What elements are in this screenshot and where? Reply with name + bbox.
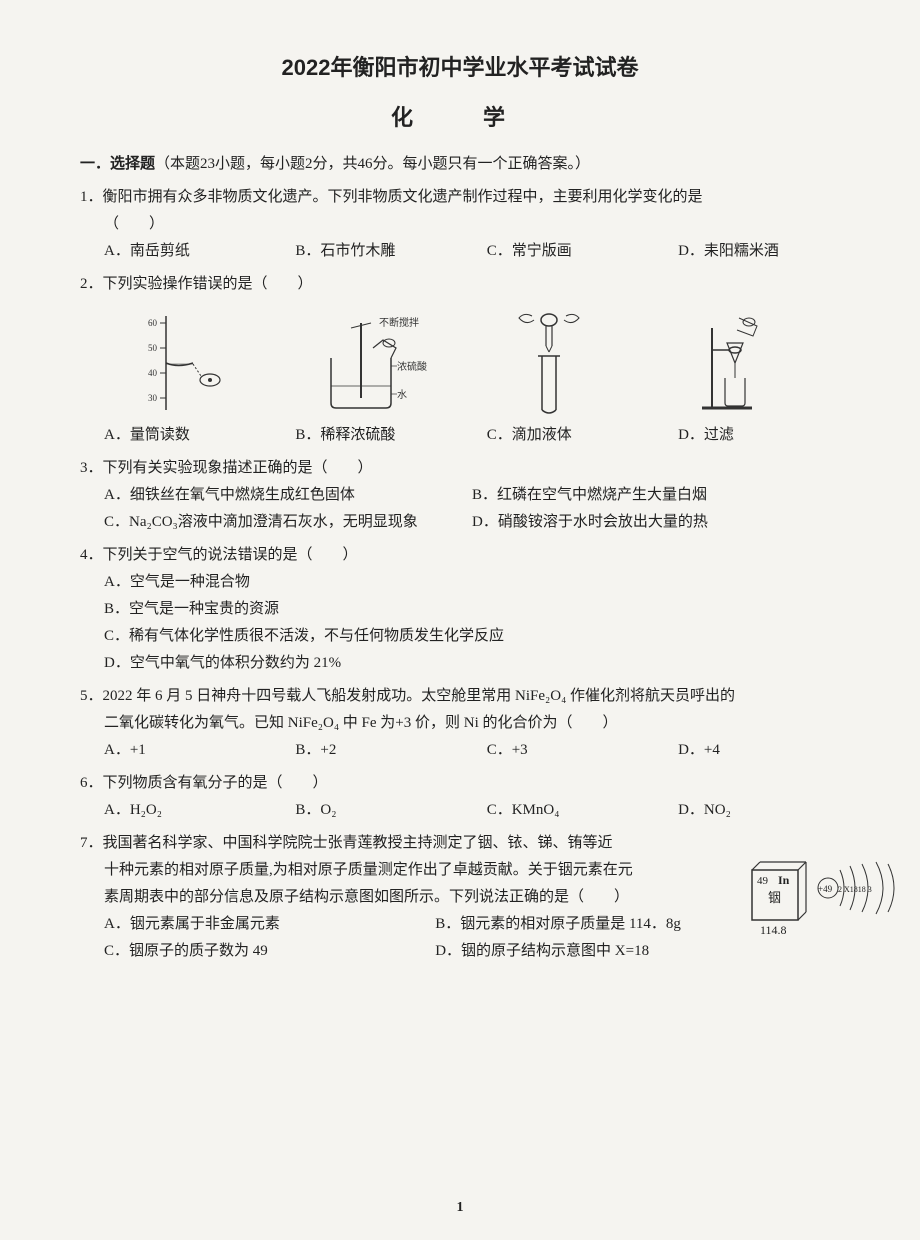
q3-opt-d: D．硝酸铵溶于水时会放出大量的热 bbox=[472, 509, 840, 536]
q1-paren: （ ） bbox=[80, 211, 840, 238]
q6-opt-b: B．O₂ bbox=[295, 797, 486, 824]
q6-opt-a: A．H₂O₂ bbox=[104, 797, 295, 824]
q3-text: 3．下列有关实验现象描述正确的是（ ） bbox=[80, 455, 840, 482]
question-4: 4．下列关于空气的说法错误的是（ ） A．空气是一种混合物 B．空气是一种宝贵的… bbox=[80, 542, 840, 677]
q5-opt-a: A．+1 bbox=[104, 737, 295, 764]
question-1: 1．衡阳市拥有众多非物质文化遗产。下列非物质文化遗产制作过程中，主要利用化学变化… bbox=[80, 184, 840, 265]
svg-text:铟: 铟 bbox=[768, 890, 781, 905]
svg-text:+49: +49 bbox=[818, 884, 833, 894]
q1-text: 1．衡阳市拥有众多非物质文化遗产。下列非物质文化遗产制作过程中，主要利用化学变化… bbox=[80, 184, 840, 211]
q3-row1: A．细铁丝在氧气中燃烧生成红色固体 B．红磷在空气中燃烧产生大量白烟 bbox=[80, 482, 840, 509]
q7-row1: A．铟元素属于非金属元素 B．铟元素的相对原子质量是 114．8g bbox=[80, 911, 840, 938]
q2-img-b: 不断搅拌 浓硫酸 水 bbox=[282, 308, 460, 418]
q2-options: A．量筒读数 B．稀释浓硫酸 C．滴加液体 D．过滤 bbox=[80, 422, 840, 449]
q6-opt-c: C．KMnO₄ bbox=[487, 797, 678, 824]
page-number: 1 bbox=[457, 1195, 464, 1220]
q3-opt-b: B．红磷在空气中燃烧产生大量白烟 bbox=[472, 482, 840, 509]
q3-opt-a: A．细铁丝在氧气中燃烧生成红色固体 bbox=[104, 482, 472, 509]
section-header: 一．选择题（本题23小题，每小题2分，共46分。每小题只有一个正确答案。） bbox=[80, 151, 840, 178]
q2-opt-a: A．量筒读数 bbox=[104, 422, 295, 449]
q4-opt-a: A．空气是一种混合物 bbox=[80, 569, 840, 596]
q3-opt-c: C．Na₂CO₃溶液中滴加澄清石灰水，无明显现象 bbox=[104, 509, 472, 536]
q2-img-d bbox=[638, 308, 816, 418]
q1-options: A．南岳剪纸 B．石市竹木雕 C．常宁版画 D．耒阳糯米酒 bbox=[80, 238, 840, 265]
q2-opt-d: D．过滤 bbox=[678, 422, 840, 449]
q4-opt-c: C．稀有气体化学性质很不活泼，不与任何物质发生化学反应 bbox=[80, 623, 840, 650]
q7-diagram: 49 In 铟 114.8 +49 2 X1818 3 bbox=[750, 856, 900, 946]
svg-text:60: 60 bbox=[148, 318, 158, 328]
q5-opt-d: D．+4 bbox=[678, 737, 840, 764]
q7-line2: 十种元素的相对原子质量,为相对原子质量测定作出了卓越贡献。关于铟元素在元 bbox=[80, 857, 690, 884]
question-6: 6．下列物质含有氧分子的是（ ） A．H₂O₂ B．O₂ C．KMnO₄ D．N… bbox=[80, 770, 840, 824]
q1-opt-d: D．耒阳糯米酒 bbox=[678, 238, 840, 265]
q1-opt-b: B．石市竹木雕 bbox=[295, 238, 486, 265]
q4-opt-b: B．空气是一种宝贵的资源 bbox=[80, 596, 840, 623]
q2-img-c bbox=[460, 308, 638, 418]
q7-opt-a: A．铟元素属于非金属元素 bbox=[104, 911, 435, 938]
svg-text:不断搅拌: 不断搅拌 bbox=[379, 316, 419, 329]
q1-opt-a: A．南岳剪纸 bbox=[104, 238, 295, 265]
svg-text:49: 49 bbox=[757, 875, 769, 887]
svg-text:40: 40 bbox=[148, 368, 158, 378]
title-main: 2022年衡阳市初中学业水平考试试卷 bbox=[80, 48, 840, 88]
q5-line1: 5．2022 年 6 月 5 日神舟十四号载人飞船发射成功。太空舱里常用 NiF… bbox=[80, 683, 840, 710]
q2-img-a: 60 50 40 30 bbox=[104, 308, 282, 418]
svg-text:水: 水 bbox=[397, 389, 407, 401]
question-7: 7．我国著名科学家、中国科学院院士张青莲教授主持测定了铟、铱、锑、铕等近 十种元… bbox=[80, 830, 840, 965]
q2-opt-c: C．滴加液体 bbox=[487, 422, 678, 449]
svg-text:114.8: 114.8 bbox=[760, 923, 787, 937]
q7-line1: 7．我国著名科学家、中国科学院院士张青莲教授主持测定了铟、铱、锑、铕等近 bbox=[80, 830, 690, 857]
svg-text:30: 30 bbox=[148, 393, 158, 403]
q5-opt-c: C．+3 bbox=[487, 737, 678, 764]
q7-row2: C．铟原子的质子数为 49 D．铟的原子结构示意图中 X=18 bbox=[80, 938, 840, 965]
question-5: 5．2022 年 6 月 5 日神舟十四号载人飞船发射成功。太空舱里常用 NiF… bbox=[80, 683, 840, 764]
q5-opt-b: B．+2 bbox=[295, 737, 486, 764]
q6-text: 6．下列物质含有氧分子的是（ ） bbox=[80, 770, 840, 797]
q5-options: A．+1 B．+2 C．+3 D．+4 bbox=[80, 737, 840, 764]
q4-text: 4．下列关于空气的说法错误的是（ ） bbox=[80, 542, 840, 569]
question-2: 2．下列实验操作错误的是（ ） 60 50 40 30 bbox=[80, 271, 840, 449]
svg-text:In: In bbox=[778, 873, 790, 887]
svg-text:浓硫酸: 浓硫酸 bbox=[397, 360, 427, 373]
q2-text: 2．下列实验操作错误的是（ ） bbox=[80, 271, 840, 298]
svg-text:2 X1818 3: 2 X1818 3 bbox=[838, 885, 872, 894]
q7-line3: 素周期表中的部分信息及原子结构示意图如图所示。下列说法正确的是（ ） bbox=[80, 884, 690, 911]
q5-line2: 二氧化碳转化为氧气。已知 NiFe₂O₄ 中 Fe 为+3 价，则 Ni 的化合… bbox=[80, 710, 840, 737]
section-desc: （本题23小题，每小题2分，共46分。每小题只有一个正确答案。） bbox=[155, 156, 590, 172]
question-3: 3．下列有关实验现象描述正确的是（ ） A．细铁丝在氧气中燃烧生成红色固体 B．… bbox=[80, 455, 840, 536]
q7-opt-c: C．铟原子的质子数为 49 bbox=[104, 938, 435, 965]
q4-opt-d: D．空气中氧气的体积分数约为 21% bbox=[80, 650, 840, 677]
q6-opt-d: D．NO₂ bbox=[678, 797, 840, 824]
title-sub: 化 学 bbox=[80, 98, 840, 138]
q2-images: 60 50 40 30 不断搅拌 浓硫酸 水 bbox=[80, 298, 840, 422]
q6-options: A．H₂O₂ B．O₂ C．KMnO₄ D．NO₂ bbox=[80, 797, 840, 824]
svg-text:50: 50 bbox=[148, 343, 158, 353]
q2-opt-b: B．稀释浓硫酸 bbox=[295, 422, 486, 449]
q3-row2: C．Na₂CO₃溶液中滴加澄清石灰水，无明显现象 D．硝酸铵溶于水时会放出大量的… bbox=[80, 509, 840, 536]
section-label: 一．选择题 bbox=[80, 156, 155, 172]
q1-opt-c: C．常宁版画 bbox=[487, 238, 678, 265]
